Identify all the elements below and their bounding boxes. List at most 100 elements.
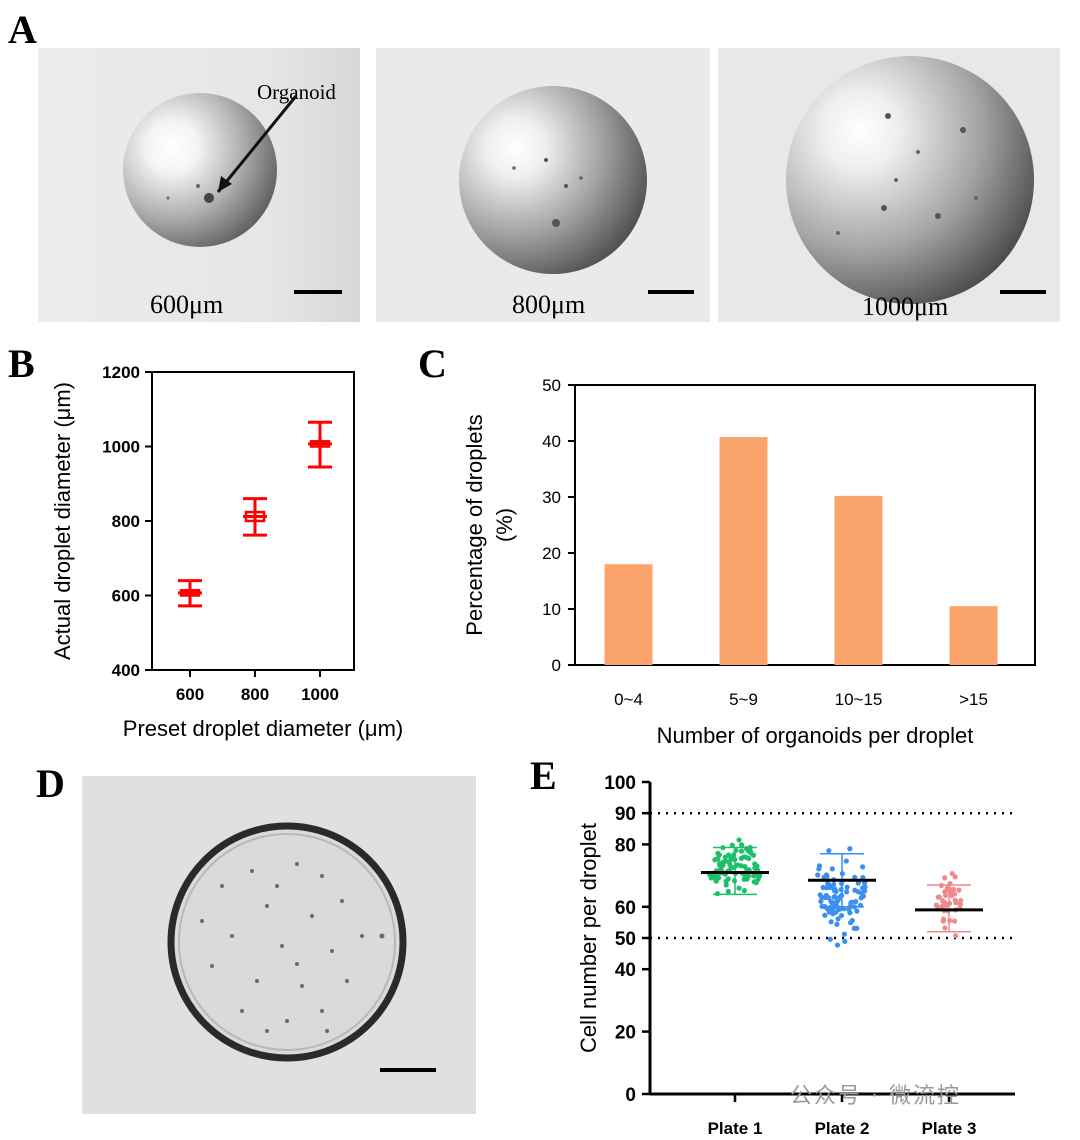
data-point xyxy=(834,942,841,948)
data-point xyxy=(838,912,845,919)
data-point xyxy=(953,900,959,906)
droplet-photo-600 xyxy=(38,48,360,322)
data-point xyxy=(832,900,839,906)
y-tick-label: 50 xyxy=(615,929,636,950)
bar xyxy=(719,437,768,665)
data-point xyxy=(832,894,838,900)
y-axis-title: Percentage of droplets xyxy=(462,414,487,635)
data-point xyxy=(815,872,821,878)
data-point xyxy=(822,894,828,901)
data-point xyxy=(854,908,860,914)
chart-e: 0 20 40 50 60 80 90 100 Plate 1 Plate 2 Plate 3 Cel… xyxy=(576,773,1015,1138)
organoid-annotation: Organoid xyxy=(257,80,336,104)
data-point xyxy=(817,892,823,898)
data-point xyxy=(838,886,844,893)
data-point xyxy=(952,874,958,880)
data-point xyxy=(860,864,866,870)
x-axis-title: Number of organoids per droplet xyxy=(657,723,974,748)
data-point xyxy=(742,863,748,870)
size-label-600: 600μm xyxy=(150,290,224,319)
data-point xyxy=(942,889,948,895)
data-point xyxy=(725,852,732,858)
data-point xyxy=(956,887,962,893)
data-point xyxy=(738,848,745,854)
data-point xyxy=(828,898,834,905)
panel-b-letter: B xyxy=(8,341,35,386)
x-tick-label: Plate 3 xyxy=(922,1119,977,1138)
data-point xyxy=(940,916,947,922)
data-point xyxy=(754,866,760,873)
chart-c: 0 10 20 30 40 50 0~4 5~9 10~15 >15 Number of organ… xyxy=(462,376,1036,748)
x-tick-label: Plate 2 xyxy=(815,1119,870,1138)
x-tick-label: 1000 xyxy=(301,685,339,704)
y-axis-title: Cell number per droplet xyxy=(576,823,601,1053)
data-point xyxy=(832,886,838,892)
data-point xyxy=(753,880,759,886)
data-point xyxy=(843,858,849,864)
data-point xyxy=(715,856,721,862)
data-point xyxy=(940,898,946,904)
data-point xyxy=(736,885,742,891)
data-point xyxy=(855,880,861,886)
panel-e-letter: E xyxy=(530,753,557,798)
data-point xyxy=(847,920,854,926)
y-tick-label: 20 xyxy=(615,1023,636,1044)
data-point xyxy=(935,894,941,900)
data-point xyxy=(862,884,868,890)
droplet-photo-1000 xyxy=(718,48,1060,322)
data-point xyxy=(854,925,860,931)
data-point xyxy=(824,874,830,880)
data-point xyxy=(820,884,826,891)
bar xyxy=(604,564,653,665)
data-point xyxy=(847,846,853,852)
data-point xyxy=(736,837,742,843)
plot-frame xyxy=(574,384,1036,666)
data-point xyxy=(842,938,848,944)
data-point xyxy=(841,931,847,937)
y-tick-label: 60 xyxy=(615,898,636,919)
y-tick-label: 20 xyxy=(542,544,561,563)
data-point xyxy=(741,887,747,894)
data-point xyxy=(940,903,946,909)
y-tick-label: 0 xyxy=(625,1085,636,1106)
data-point xyxy=(826,848,832,854)
y-tick-label: 40 xyxy=(615,960,636,981)
data-point xyxy=(741,854,747,860)
droplet-photo-800 xyxy=(376,48,710,322)
y-tick-label: 50 xyxy=(542,376,561,395)
data-point xyxy=(729,842,735,848)
y-axis-title: Actual droplet diameter (μm) xyxy=(50,382,75,660)
data-point xyxy=(718,866,724,872)
y-tick-label: 0 xyxy=(552,656,561,675)
x-axis-title: Preset droplet diameter (μm) xyxy=(123,716,403,741)
data-point xyxy=(834,921,840,927)
data-point xyxy=(853,898,859,905)
panel-a-letter: A xyxy=(8,7,37,52)
y-tick-label: 800 xyxy=(112,512,140,531)
data-point xyxy=(738,863,744,869)
data-point xyxy=(835,916,841,922)
data-point xyxy=(953,933,959,939)
y-tick-label: 100 xyxy=(604,773,636,794)
data-point xyxy=(725,888,731,895)
data-point xyxy=(756,873,762,879)
x-tick-label: 0~4 xyxy=(614,690,643,709)
data-point xyxy=(827,936,833,942)
droplet-photo-cells xyxy=(82,776,476,1114)
data-point xyxy=(723,878,729,884)
data-point xyxy=(942,925,948,931)
watermark: 公众号 · 微流控 xyxy=(790,1084,961,1109)
data-point xyxy=(855,889,861,895)
data-point xyxy=(711,875,717,881)
x-tick-label: >15 xyxy=(959,690,988,709)
data-point xyxy=(862,888,868,894)
bar xyxy=(949,606,998,665)
data-point xyxy=(951,918,958,924)
size-label-1000: 1000μm xyxy=(862,292,949,321)
chart-b: 400 600 800 1000 1200 600 800 1000 Preset drople… xyxy=(50,363,403,741)
data-point xyxy=(843,889,850,895)
size-label-800: 800μm xyxy=(512,290,586,319)
y-axis-title-unit: (%) xyxy=(492,508,517,542)
y-tick-label: 10 xyxy=(542,600,561,619)
data-point xyxy=(715,850,721,857)
